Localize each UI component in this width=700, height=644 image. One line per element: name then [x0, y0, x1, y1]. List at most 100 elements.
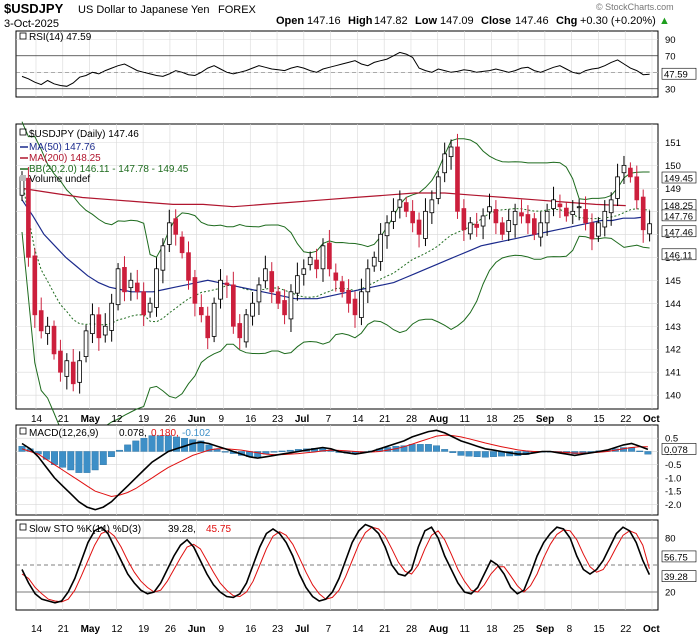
macd-histogram-bar — [424, 444, 432, 452]
macd-histogram-bar — [156, 435, 164, 452]
macd-histogram-bar — [91, 451, 99, 471]
macd-histogram-bar — [221, 451, 229, 453]
macd-histogram-bar — [172, 436, 180, 452]
price-xlabel: Jun — [188, 414, 206, 425]
open-label: Open — [276, 15, 304, 27]
sto-xlabel: 23 — [272, 624, 284, 635]
candle-up — [647, 223, 652, 235]
sto-xlabel: 21 — [379, 624, 391, 635]
macd-histogram-bar — [457, 451, 465, 456]
candle-up — [480, 215, 486, 227]
price-legend-symbol: $USDJPY (Daily) 147.46 — [29, 129, 139, 140]
price-xlabel: 23 — [272, 414, 284, 425]
price-ytick: 143 — [665, 322, 681, 333]
candle-down — [455, 146, 460, 212]
sto-xlabel: Jun — [188, 624, 206, 635]
sto-ytick: 20 — [665, 588, 676, 599]
macd-histogram-bar — [416, 444, 424, 452]
candle-up — [512, 210, 518, 226]
macd-histogram-bar — [278, 450, 286, 452]
candle-up — [160, 245, 166, 271]
candle-down — [269, 271, 275, 293]
candle-down — [198, 307, 204, 316]
candle-up — [307, 256, 313, 266]
candle-down — [410, 210, 415, 224]
candle-down — [416, 219, 422, 235]
bb-upper-line — [21, 121, 650, 258]
candle-down — [493, 209, 499, 224]
macd-histogram-bar — [449, 451, 457, 453]
sto-d-last-tag-text: 56.75 — [664, 552, 688, 563]
price-xlabel: 25 — [513, 414, 525, 425]
macd-legend: MACD(12,26,9) 0.078, 0.180, -0.102 — [19, 427, 211, 439]
candle-down — [339, 281, 345, 293]
macd-histogram-bar — [636, 450, 644, 452]
candle-up — [429, 199, 435, 214]
sto-xlabel: 12 — [111, 624, 123, 635]
macd-panel-frame — [15, 424, 659, 516]
rsi-last-tag-text: 47.59 — [664, 70, 688, 81]
macd-histogram-bar — [408, 444, 416, 452]
sto-xlabel: 26 — [165, 624, 177, 635]
sto-legend-name: Slow STO %K(14) %D(3) — [29, 524, 141, 535]
candle-up — [211, 302, 217, 337]
candle-up — [621, 164, 627, 174]
price-legend: $USDJPY (Daily) 147.46 MA(50) 147.76 MA(… — [19, 128, 189, 185]
sto-legend: Slow STO %K(14) %D(3) 39.28, 45.75 — [19, 523, 231, 535]
candle-down — [58, 350, 63, 373]
ma200-legend-text: MA(200) 148.25 — [29, 153, 101, 164]
macd-histogram-bar — [644, 451, 652, 455]
sto-k-last-tag — [661, 570, 697, 582]
candle-down — [237, 323, 243, 339]
candle-down — [474, 223, 480, 228]
bb-lower-last-tag-text: 146.11 — [664, 250, 692, 261]
candle-down — [327, 242, 332, 270]
sto-xlabel: 11 — [460, 624, 471, 635]
candle-up — [365, 268, 371, 293]
price-xlabel: 12 — [111, 414, 123, 425]
candle-down — [499, 222, 505, 235]
rsi-ytick: 30 — [665, 84, 676, 95]
price-xlabel: 21 — [379, 414, 391, 425]
chg-label: Chg — [556, 15, 577, 27]
macd-histogram-bar — [83, 451, 91, 473]
candle-up — [295, 275, 300, 294]
price-panel-frame — [15, 123, 659, 410]
candle-up — [435, 176, 441, 199]
macd-histogram-bar — [148, 435, 156, 452]
close-value: 147.46 — [515, 15, 549, 27]
macd-histogram-bar — [579, 451, 587, 453]
candle-up — [384, 222, 390, 237]
candle-down — [26, 177, 31, 258]
macd-histogram-bar — [441, 449, 449, 452]
candle-down — [173, 218, 179, 235]
candle-up — [320, 245, 326, 270]
rsi-legend: RSI(14) 47.59 — [19, 32, 92, 43]
candle-up — [423, 210, 428, 239]
chart-exchange: FOREX — [218, 4, 257, 16]
candle-up — [359, 291, 364, 318]
macd-histogram-bar — [473, 451, 481, 457]
macd-histogram-bar — [286, 449, 294, 452]
candle-up — [596, 222, 601, 237]
macd-histogram-bar — [400, 445, 408, 452]
candle-up — [301, 268, 307, 275]
candle-up — [243, 314, 249, 343]
rsi-last-tag — [661, 67, 697, 80]
high-value: 147.82 — [374, 15, 408, 27]
candle-up — [391, 210, 396, 222]
sto-xlabel: 25 — [513, 624, 525, 635]
candle-down — [70, 361, 76, 385]
candle-down — [282, 300, 287, 316]
macd-histogram-bar — [140, 438, 148, 452]
price-xlabel: 18 — [486, 414, 498, 425]
candle-up — [115, 268, 121, 306]
candle-up — [166, 222, 172, 245]
macd-histogram-bar — [205, 444, 213, 452]
candle-up — [538, 222, 544, 238]
macd-legend-name: MACD(12,26,9) — [29, 428, 98, 439]
sto-xlabel: 9 — [218, 624, 224, 635]
price-xlabel: May — [81, 414, 101, 425]
bb-lower-last-tag — [661, 248, 697, 261]
